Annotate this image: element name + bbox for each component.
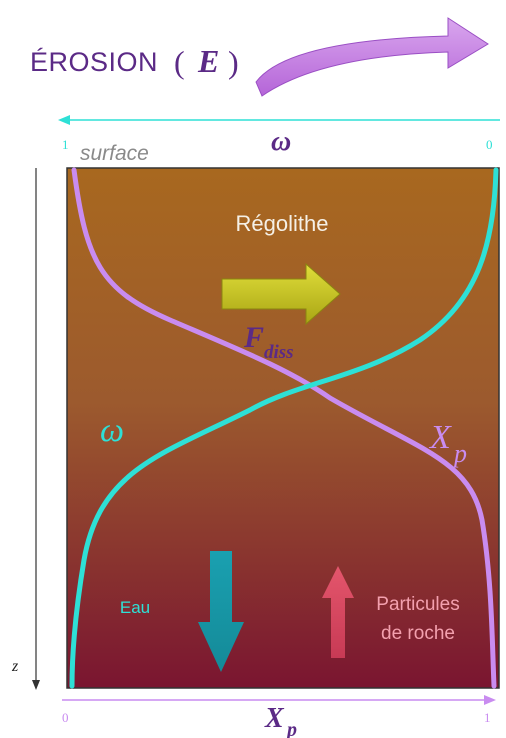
xp-curve (71, 167, 497, 689)
omega-curve (69, 167, 499, 689)
depth-axis-label: z (11, 658, 19, 675)
flux-label-subscript: diss (264, 342, 294, 363)
title-text: ÉROSION (30, 47, 158, 77)
xp-axis-tick-right: 1 (484, 710, 491, 725)
water-label: Eau (120, 598, 150, 617)
omega-curve-label: ω (100, 412, 124, 449)
xp-axis-tick-left: 0 (62, 710, 69, 725)
xp-axis-symbol-base: X (264, 703, 285, 734)
water-arrow (198, 551, 244, 672)
omega-axis-tick-left: 1 (62, 137, 69, 152)
regolith-label: Régolithe (236, 211, 329, 236)
erosion-arrow (255, 17, 489, 97)
particles-arrow (322, 566, 354, 658)
xp-axis-arrowhead (484, 695, 496, 705)
title-paren-close: ) (228, 44, 239, 80)
title-symbol: E (197, 43, 219, 79)
particles-label-line1: Particules (376, 594, 459, 615)
omega-axis-symbol: ω (271, 126, 291, 157)
surface-label: surface (80, 142, 149, 165)
xp-curve-label-base: X (428, 419, 452, 456)
flux-label-base: F (243, 321, 264, 354)
depth-axis-arrowhead (32, 680, 40, 690)
omega-axis-tick-right: 0 (486, 137, 493, 152)
flux-arrow (221, 262, 341, 326)
omega-axis-arrowhead (58, 115, 70, 125)
regolith-box (66, 167, 500, 689)
xp-axis-symbol-sub: p (285, 719, 297, 738)
particles-label-line2: de roche (381, 623, 455, 644)
xp-curve-label-sub: p (452, 439, 467, 468)
title-paren-open: ( (174, 44, 185, 80)
